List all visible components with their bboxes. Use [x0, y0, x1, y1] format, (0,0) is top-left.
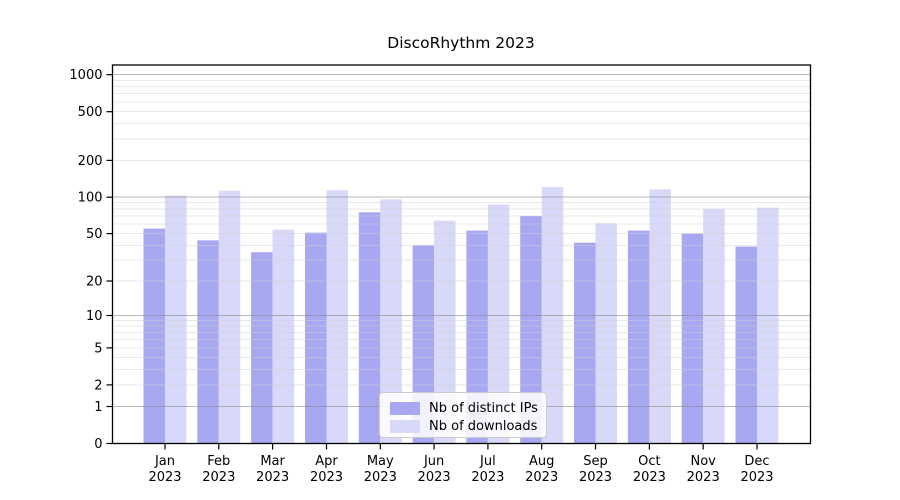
y-tick-label: 0 [94, 437, 102, 452]
legend-item: Nb of downloads [390, 418, 546, 435]
legend-label-distinct-ips: Nb of distinct IPs [429, 400, 538, 416]
legend-item: Nb of distinct IPs [390, 400, 546, 417]
x-tick-label-year: 2023 [256, 470, 289, 485]
legend-swatch-downloads-icon [390, 420, 420, 434]
bar-downloads-apr [326, 190, 348, 444]
legend-label-downloads: Nb of downloads [429, 419, 538, 435]
bar-distinct-ips-apr [305, 232, 327, 444]
bar-downloads-jan [165, 195, 187, 444]
x-tick-label-month: Oct [638, 454, 660, 469]
axis-spines [111, 64, 812, 445]
bar-downloads-jul [487, 204, 510, 444]
y-tick-label: 20 [86, 275, 103, 290]
bar-downloads-feb [218, 190, 241, 444]
bar-downloads-dec [757, 207, 779, 444]
x-tick-label-year: 2023 [740, 470, 773, 485]
bar-distinct-ips-jul [466, 230, 488, 444]
bar-distinct-ips-aug [520, 216, 542, 444]
x-tick-label-year: 2023 [364, 470, 397, 485]
x-tick-label-year: 2023 [633, 470, 666, 485]
y-tick-label: 100 [78, 191, 103, 206]
bar-distinct-ips-nov [681, 233, 704, 444]
legend: Nb of distinct IPs Nb of downloads [379, 392, 547, 438]
bar-distinct-ips-sep [574, 242, 596, 444]
x-tick-label-year: 2023 [579, 470, 612, 485]
x-tick-label-month: Aug [529, 454, 554, 469]
bar-distinct-ips-jan [143, 228, 165, 444]
x-axis: Jan2023Feb2023Mar2023Apr2023May2023Jun20… [148, 443, 774, 485]
y-tick-label: 1000 [69, 68, 102, 83]
x-tick-label-month: Feb [207, 454, 230, 469]
x-tick-label-month: Jul [479, 454, 496, 469]
bar-downloads-mar [272, 229, 295, 444]
x-tick-label-year: 2023 [310, 470, 343, 485]
y-tick-label: 50 [86, 227, 103, 242]
x-tick-label-month: May [367, 454, 394, 469]
bar-distinct-ips-oct [627, 230, 650, 444]
x-tick-label-year: 2023 [471, 470, 504, 485]
gridlines [112, 74, 811, 407]
y-tick-label: 200 [78, 154, 103, 169]
bar-distinct-ips-may [358, 212, 381, 444]
x-tick-label-month: Sep [583, 454, 608, 469]
x-tick-label-year: 2023 [418, 470, 451, 485]
x-tick-label-year: 2023 [148, 470, 181, 485]
x-tick-label-year: 2023 [202, 470, 235, 485]
x-tick-label-month: Jun [423, 454, 444, 469]
y-tick-label: 10 [86, 309, 103, 324]
y-tick-label: 2 [94, 378, 102, 393]
x-tick-label-month: Mar [260, 454, 285, 469]
x-tick-label-year: 2023 [525, 470, 558, 485]
x-tick-label-month: Dec [744, 454, 769, 469]
legend-swatch-distinct-ips-icon [390, 401, 420, 415]
x-tick-label-month: Nov [691, 454, 717, 469]
y-axis: 0 1 2 5 10 20 50 100 200 500 1000 [69, 68, 113, 452]
y-tick-label: 5 [94, 341, 102, 356]
x-tick-label-month: Apr [315, 454, 338, 469]
bar-distinct-ips-feb [197, 240, 219, 444]
y-tick-label: 500 [78, 105, 103, 120]
bar-distinct-ips-dec [735, 246, 757, 444]
x-tick-label-month: Jan [154, 454, 175, 469]
x-tick-label-year: 2023 [687, 470, 720, 485]
bar-downloads-oct [649, 189, 671, 444]
bar-downloads-sep [595, 223, 617, 444]
chart-title: DiscoRhythm 2023 [387, 34, 535, 52]
y-tick-label: 1 [94, 400, 102, 415]
